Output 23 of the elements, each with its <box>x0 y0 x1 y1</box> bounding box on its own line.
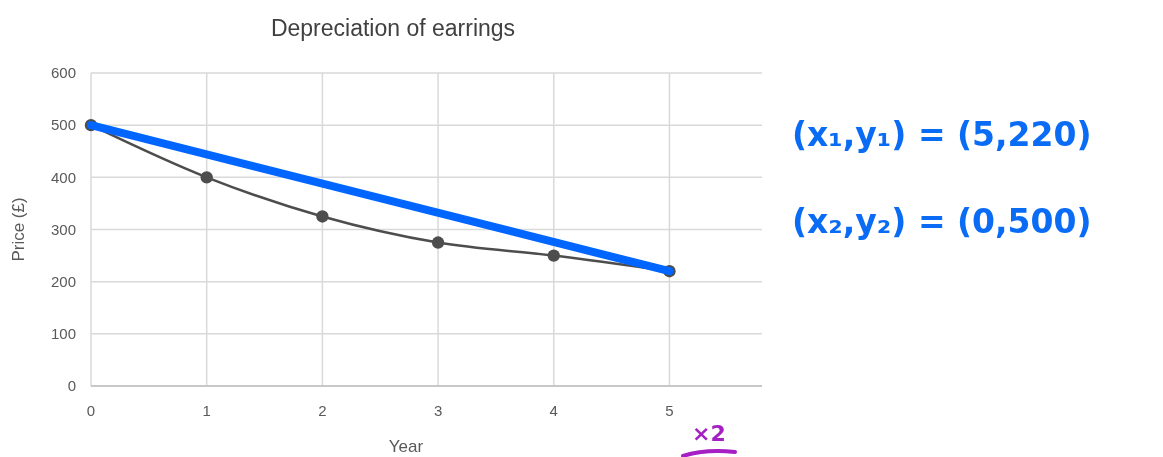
x-tick-label: 4 <box>549 402 558 420</box>
x-tick-label: 1 <box>202 402 211 420</box>
y-tick-label: 600 <box>50 64 76 82</box>
x-axis-title: Year <box>388 437 424 456</box>
point <box>431 236 445 249</box>
x-tick-label: 5 <box>665 402 674 420</box>
point <box>200 171 213 184</box>
y-tick-label: 300 <box>50 220 76 238</box>
text: (x₁,y₁) = (5,220) <box>792 115 1092 154</box>
x-tick-label: 3 <box>433 402 443 420</box>
x-tick-label: 2 <box>318 402 327 420</box>
y-tick-label: 100 <box>50 325 76 343</box>
y-tick-label: 200 <box>50 272 76 290</box>
y-tick-label: 500 <box>50 116 76 134</box>
chart-title: Depreciation of earrings <box>270 15 516 41</box>
point <box>316 210 329 223</box>
point <box>547 249 560 262</box>
y-tick-label: 0 <box>67 377 76 395</box>
x-tick-label: 0 <box>86 402 96 420</box>
y-axis-title: Price (£) <box>9 197 28 262</box>
text: ×2 <box>692 421 726 446</box>
y-tick-label: 400 <box>50 168 76 186</box>
text: (x₂,y₂) = (0,500) <box>792 202 1092 241</box>
